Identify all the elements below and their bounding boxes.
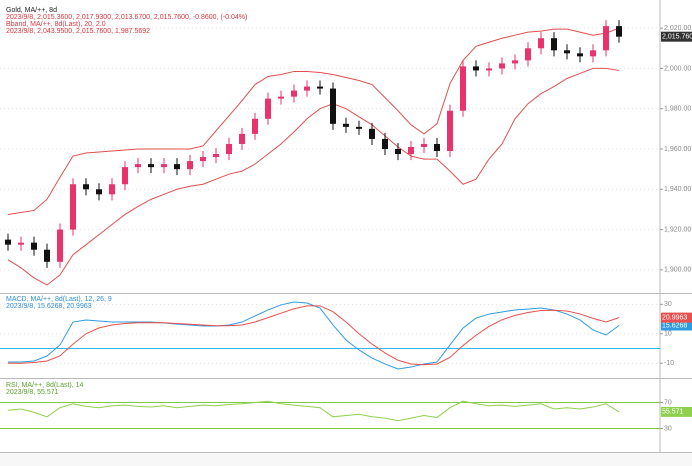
candle-body	[135, 164, 141, 168]
candle-body	[434, 143, 440, 152]
overlay-subtitle: 2023/9/8, 2,043.9500, 2,015.7600, 1,987.…	[6, 28, 150, 35]
last-value-tag	[661, 312, 692, 323]
candle-body	[525, 48, 531, 61]
candle-body	[187, 161, 193, 170]
subtitle: 2023/9/8, 15.6268, 20.9963	[6, 303, 92, 310]
candle-body	[291, 90, 297, 97]
candle-body	[70, 184, 76, 230]
candle-body	[512, 60, 518, 64]
candle-body	[551, 38, 557, 51]
candle-body	[616, 26, 622, 37]
candle-body	[109, 184, 115, 195]
candle-body	[200, 157, 206, 162]
candle-body	[239, 133, 245, 144]
candle-body	[473, 66, 479, 71]
candle-body	[5, 239, 11, 245]
last-value-label: 15.6268	[662, 322, 687, 329]
indicator-line	[8, 305, 620, 366]
candle-body	[226, 143, 232, 155]
indicator-line	[7, 400, 620, 422]
candle-body	[122, 167, 128, 185]
y-tick-label: 2,000.00	[664, 65, 691, 72]
y-tick-label: 1,920.00	[664, 226, 691, 233]
candle-body	[421, 143, 427, 147]
title: Gold, MA/++, 8d	[6, 7, 57, 14]
candle-body	[577, 53, 583, 57]
candle-body	[460, 66, 466, 111]
last-value-tag	[661, 406, 692, 417]
candle-body	[603, 26, 609, 51]
last-value-label: 55.571	[662, 409, 684, 416]
overlay-title: Bband, MA/++, 8d(Last), 20, 2.0	[6, 21, 106, 28]
candle-body	[161, 164, 167, 168]
last-value-label: 2,015.7600	[662, 34, 692, 41]
title: RSI, MA/++, 8d(Last), 14	[6, 382, 84, 389]
candle-body	[382, 138, 388, 149]
y-tick-label: 30	[664, 301, 672, 308]
candle-body	[278, 96, 284, 99]
candle-body	[83, 184, 89, 190]
last-value-tag	[661, 31, 692, 42]
candle-body	[265, 98, 271, 119]
candle-body	[447, 110, 453, 152]
candle-body	[252, 118, 258, 134]
candle-body	[408, 146, 414, 155]
candle-body	[343, 123, 349, 127]
candle-body	[96, 189, 102, 195]
time-axis	[0, 453, 692, 466]
candle-body	[174, 164, 180, 170]
candle-body	[356, 126, 362, 129]
band-line	[7, 27, 620, 215]
subtitle: 2023/9/8, 55.571	[6, 389, 59, 396]
band-line	[7, 67, 620, 286]
candle-body	[538, 38, 544, 49]
candle-body	[304, 86, 310, 91]
candle-body	[317, 86, 323, 89]
candle-body	[564, 50, 570, 54]
y-tick-label: 2,020.00	[664, 25, 691, 32]
candle-body	[213, 154, 219, 158]
candle-body	[57, 229, 63, 262]
candle-body	[18, 242, 24, 245]
candle-body	[395, 149, 401, 155]
y-tick-label: 70	[664, 399, 672, 406]
title: MACD, MA/++, 8d(Last), 12, 26, 9	[6, 296, 112, 303]
candle-body	[486, 68, 492, 71]
y-tick-label: 1,980.00	[664, 106, 691, 113]
candle-body	[330, 88, 336, 124]
y-tick-label: 1,940.00	[664, 186, 691, 193]
y-tick-label: 1,900.00	[664, 267, 691, 274]
candle-body	[31, 242, 37, 250]
candle-body	[590, 50, 596, 57]
y-tick-label: 30	[664, 425, 672, 432]
candle-body	[369, 128, 375, 139]
y-tick-label: -10	[664, 360, 674, 367]
candle-body	[148, 164, 154, 168]
candle-body	[499, 63, 505, 69]
y-tick-label: 10	[664, 331, 672, 338]
candle-body	[44, 249, 50, 262]
y-tick-label: 1,960.00	[664, 146, 691, 153]
subtitle: 2023/9/8, 2,015.3600, 2,017.9300, 2,013.…	[6, 14, 247, 21]
last-value-tag	[661, 320, 692, 331]
last-value-label: 20.9963	[662, 314, 687, 321]
